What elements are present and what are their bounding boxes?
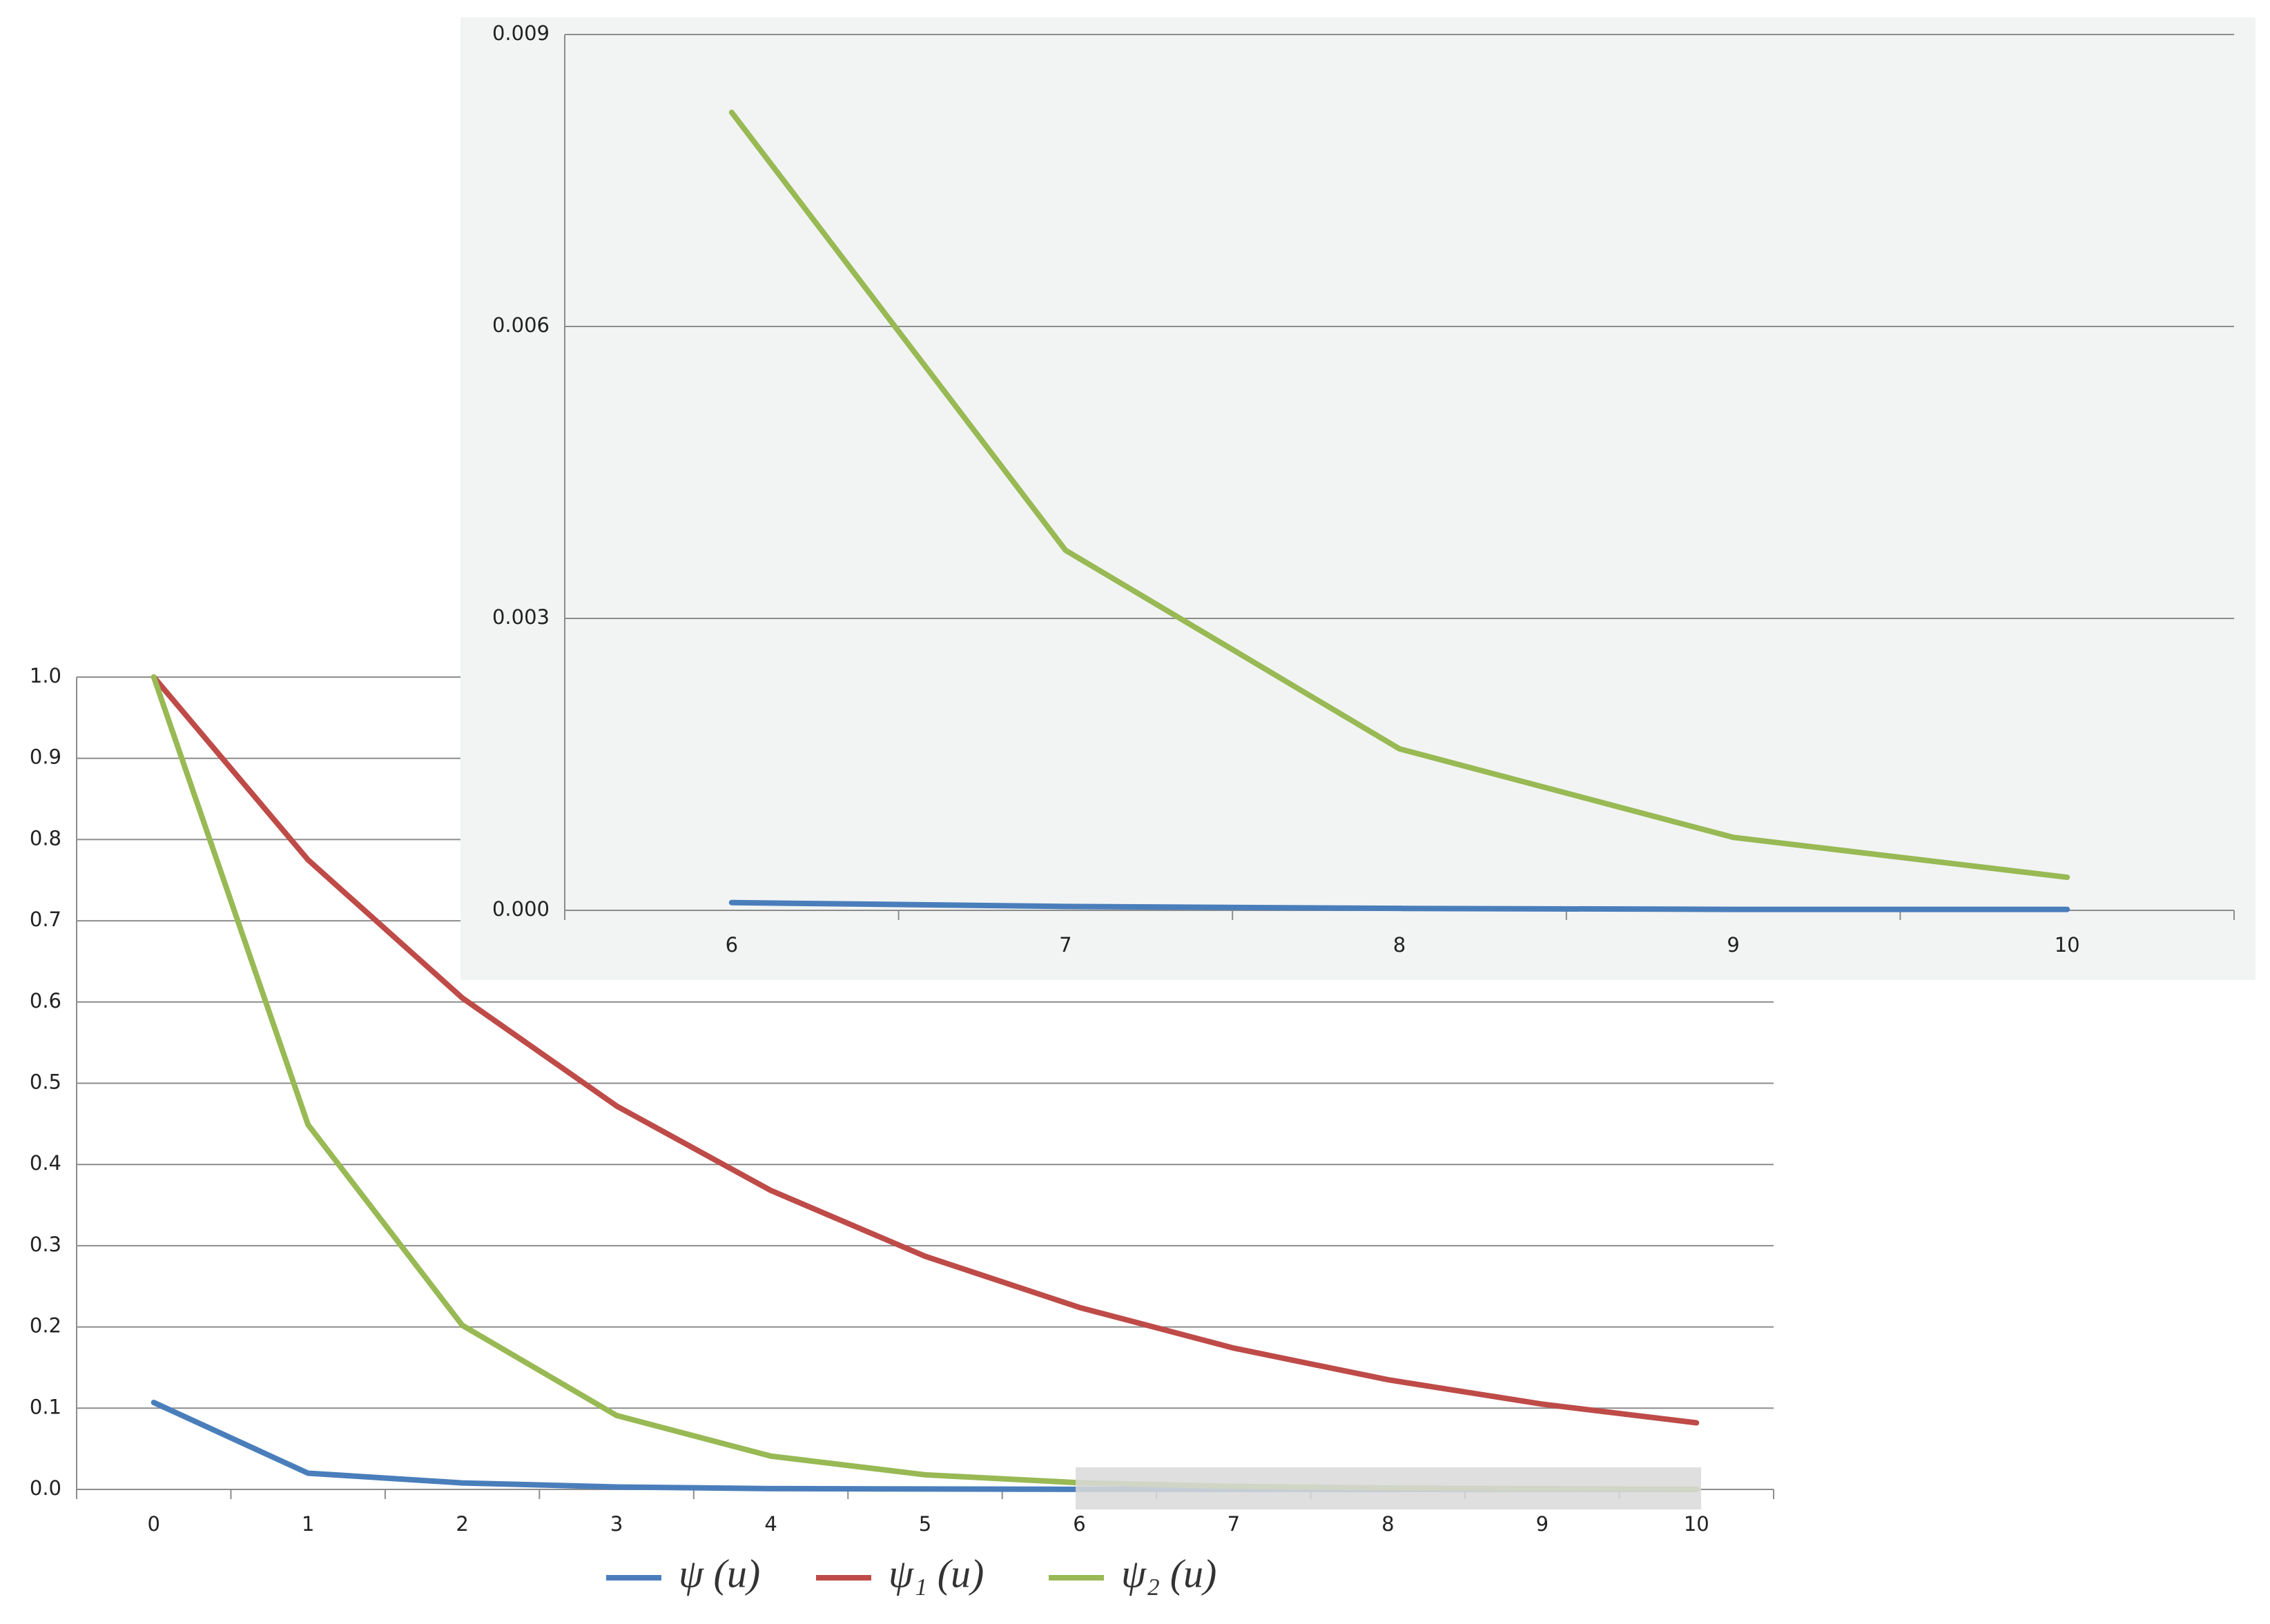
x-tick-label: 10	[2055, 933, 2080, 957]
y-tick-label: 0.9	[30, 745, 61, 769]
y-tick-label: 0.5	[30, 1070, 61, 1094]
x-tick-label: 10	[1684, 1512, 1709, 1536]
y-tick-label: 0.000	[492, 897, 550, 921]
y-tick-label: 0.003	[492, 605, 550, 629]
y-tick-label: 0.006	[492, 313, 550, 337]
x-tick-label: 0	[148, 1512, 160, 1536]
legend: ψ (u)	[679, 1551, 760, 1596]
y-tick-label: 1.0	[30, 664, 61, 687]
inset-chart: 0.000 0.003 0.006 0.009 6 7 8 9 10	[492, 21, 2235, 957]
y-tick-label: 0.009	[492, 21, 550, 45]
y-tick-label: 0.4	[30, 1151, 61, 1175]
y-tick-label: 0.1	[30, 1395, 61, 1418]
main-chart: 0.0 0.1 0.2 0.3 0.4 0.5 0.6 0.7 0.8 0.9 1.0 0 1 2 3 4 5 6…	[30, 664, 1774, 1596]
y-tick-label: 0.0	[30, 1476, 61, 1500]
x-tick-label: 3	[610, 1512, 623, 1536]
x-tick-label: 2	[456, 1512, 468, 1536]
x-tick-label: 6	[1073, 1512, 1085, 1536]
legend: ψ₁ (u)	[889, 1551, 984, 1596]
x-tick-label: 7	[1059, 933, 1071, 957]
y-tick-label: 0.7	[30, 908, 61, 931]
series-line	[151, 674, 1700, 1426]
inset-background	[460, 17, 2256, 980]
x-tick-label: 5	[919, 1512, 931, 1536]
zoom-highlight	[1076, 1467, 1701, 1509]
x-tick-label: 8	[1393, 933, 1406, 957]
x-tick-label: 7	[1228, 1512, 1240, 1536]
x-tick-label: 4	[764, 1512, 777, 1536]
y-tick-label: 0.8	[30, 826, 61, 850]
y-tick-label: 0.2	[30, 1314, 61, 1338]
series-line	[728, 109, 2070, 881]
x-tick-label: 9	[1727, 933, 1739, 957]
series-line	[728, 899, 2070, 912]
x-tick-label: 6	[726, 933, 738, 957]
x-tick-label: 1	[302, 1512, 314, 1536]
y-tick-label: 0.6	[30, 989, 61, 1012]
x-tick-label: 8	[1381, 1512, 1394, 1536]
legend: ψ₂ (u)	[1121, 1551, 1216, 1596]
x-tick-label: 9	[1536, 1512, 1549, 1536]
y-tick-label: 0.3	[30, 1233, 61, 1256]
